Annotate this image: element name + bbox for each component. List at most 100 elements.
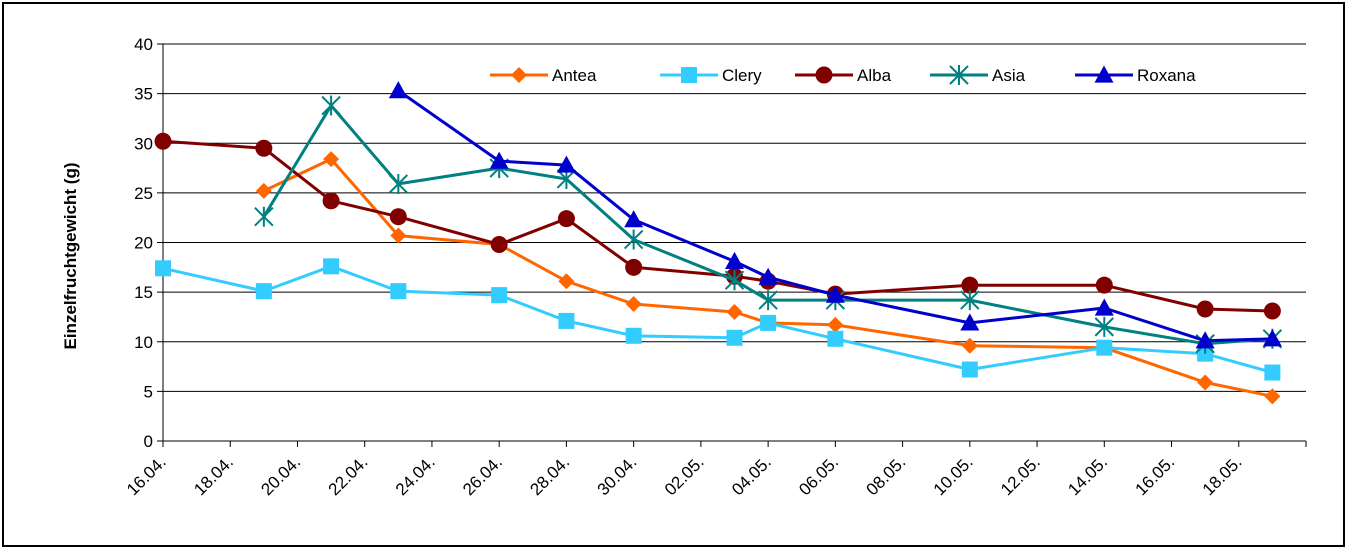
data-point-roxana <box>825 285 845 303</box>
data-point-alba <box>322 192 340 210</box>
y-tick-label: 0 <box>144 432 153 451</box>
data-point-alba <box>1196 300 1214 318</box>
y-tick-label: 10 <box>134 333 153 352</box>
data-point-antea <box>726 303 743 320</box>
data-point-clery <box>726 329 743 346</box>
legend: Antea Clery Alba Asia Roxana <box>490 65 1196 85</box>
x-tick-label: 24.04. <box>392 452 439 499</box>
legend-item-alba: Alba <box>795 66 892 85</box>
data-point-asia <box>960 290 980 311</box>
data-point-alba <box>1095 276 1113 294</box>
legend-marker <box>815 66 833 84</box>
x-tick-label: 16.04. <box>123 452 170 499</box>
data-point-asia <box>758 290 778 311</box>
data-point-roxana <box>1262 329 1282 347</box>
y-tick-label: 5 <box>144 382 153 401</box>
legend-label: Clery <box>722 66 762 85</box>
data-point-antea <box>625 296 642 313</box>
data-point-clery <box>155 260 171 277</box>
legend-marker <box>681 67 697 83</box>
axes: 0 5 10 15 20 25 30 35 40 16.04. 18.04. 20.04. 22.04.… <box>123 35 1307 499</box>
data-point-antea <box>961 337 978 354</box>
x-tick-label: 10.05. <box>930 452 977 499</box>
data-point-antea <box>827 316 844 333</box>
series-line-alba <box>162 139 1273 313</box>
data-point-alba <box>154 132 172 150</box>
series-alba <box>154 132 1281 320</box>
data-point-clery <box>760 314 777 331</box>
data-point-alba <box>961 276 979 294</box>
y-tick-label: 15 <box>134 283 153 302</box>
x-tick-label: 18.04. <box>190 452 237 499</box>
x-tick-label: 18.05. <box>1199 452 1246 499</box>
y-tick-label: 35 <box>134 85 153 104</box>
series-layer <box>154 81 1283 405</box>
data-point-clery <box>491 287 508 304</box>
legend-item-asia: Asia <box>930 65 1026 85</box>
x-tick-label: 30.04. <box>594 452 641 499</box>
data-point-roxana <box>489 151 509 169</box>
data-point-alba <box>389 208 407 226</box>
series-line-clery <box>162 264 1273 374</box>
series-clery <box>155 258 1281 381</box>
data-point-roxana <box>725 251 744 269</box>
legend-label: Antea <box>552 66 597 85</box>
data-point-roxana <box>388 81 408 99</box>
data-point-clery <box>1096 339 1113 356</box>
y-tick-label: 20 <box>134 234 153 253</box>
legend-label: Roxana <box>1137 66 1196 85</box>
data-point-roxana <box>624 210 644 228</box>
data-point-antea <box>558 273 575 290</box>
y-tick-label: 40 <box>134 35 153 54</box>
y-tick-label: 25 <box>134 184 153 203</box>
data-point-asia <box>254 206 274 227</box>
x-tick-label: 12.05. <box>997 452 1044 499</box>
data-point-asia <box>321 95 341 116</box>
legend-marker <box>949 65 969 85</box>
legend-item-antea: Antea <box>490 66 597 85</box>
x-tick-label: 26.04. <box>459 452 506 499</box>
data-point-alba <box>255 139 273 157</box>
x-tick-label: 08.05. <box>863 452 910 499</box>
legend-marker <box>511 67 527 83</box>
data-point-alba <box>1263 302 1281 320</box>
x-tick-label: 20.04. <box>257 452 304 499</box>
legend-item-roxana: Roxana <box>1075 65 1196 85</box>
data-point-antea <box>390 227 407 244</box>
data-point-clery <box>558 312 575 329</box>
data-point-antea <box>255 182 272 199</box>
data-point-alba <box>557 210 575 228</box>
data-point-clery <box>390 283 407 300</box>
y-tick-label: 30 <box>134 134 153 153</box>
data-point-asia <box>623 229 644 250</box>
legend-item-clery: Clery <box>660 66 762 85</box>
data-point-asia <box>724 270 745 291</box>
data-point-antea <box>1197 374 1214 391</box>
data-point-alba <box>625 258 643 276</box>
x-tick-label: 02.05. <box>661 452 708 499</box>
series-roxana <box>388 81 1282 349</box>
y-axis-label: Einzelfruchtgewicht (g) <box>61 163 80 350</box>
data-point-roxana <box>1094 298 1114 316</box>
data-point-clery <box>827 330 844 347</box>
data-point-roxana <box>556 155 576 173</box>
data-point-asia <box>1094 316 1114 337</box>
legend-label: Asia <box>992 66 1026 85</box>
x-tick-label: 14.05. <box>1064 452 1111 499</box>
x-tick-label: 22.04. <box>325 452 372 499</box>
data-point-alba <box>490 235 508 253</box>
data-point-clery <box>625 327 642 344</box>
x-tick-label: 04.05. <box>728 452 775 499</box>
data-point-clery <box>961 361 978 378</box>
x-tick-label: 28.04. <box>526 452 573 499</box>
data-point-antea <box>1264 388 1281 405</box>
gridlines <box>163 43 1306 392</box>
data-point-clery <box>1264 364 1281 381</box>
legend-label: Alba <box>857 66 892 85</box>
data-point-clery <box>255 283 272 300</box>
legend-marker <box>1094 65 1114 83</box>
data-point-roxana <box>758 267 778 285</box>
data-point-roxana <box>1195 331 1215 349</box>
